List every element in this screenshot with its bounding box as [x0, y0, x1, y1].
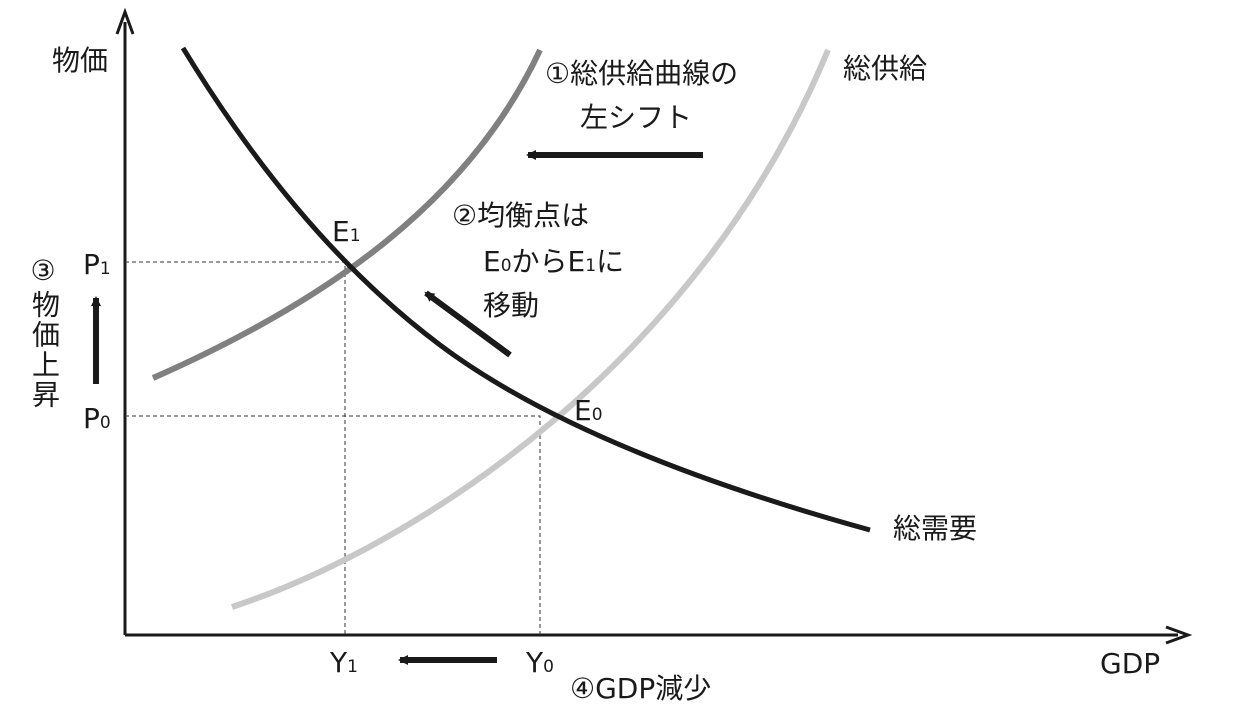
- note-text: から: [512, 245, 568, 278]
- note-number: ④: [570, 672, 595, 705]
- note-number: ②: [452, 199, 477, 232]
- note-number: ①: [545, 57, 570, 90]
- label-subscript: 1: [347, 657, 358, 677]
- label-subscript: 1: [100, 259, 111, 279]
- price-note-number: ③: [30, 254, 55, 287]
- equilibrium-note-line: 移動: [483, 289, 539, 322]
- label-letter: P: [83, 248, 100, 281]
- e1-label: E1: [332, 215, 361, 248]
- label-letter: E: [332, 215, 350, 248]
- note-text: に: [596, 245, 624, 278]
- p1-label: P1: [83, 248, 111, 281]
- p0-label: P0: [83, 402, 111, 435]
- label-letter: P: [83, 402, 100, 435]
- note-subscript: 0: [501, 256, 512, 276]
- note-text: E: [483, 245, 501, 278]
- guide-e0: [125, 415, 541, 635]
- note-text: 均衡点は: [477, 199, 589, 232]
- y-axis-head: [115, 7, 135, 35]
- e0-label: E0: [574, 394, 603, 427]
- note-text: GDP減少: [595, 672, 711, 705]
- shifted-supply-curve: [151, 48, 543, 381]
- shift-note-line: ①総供給曲線の: [545, 57, 738, 90]
- y0-label: Y0: [525, 646, 554, 679]
- demand-curve: [180, 46, 871, 533]
- note-text: 移動: [483, 289, 539, 322]
- price-note-text: 物価上昇: [28, 290, 61, 410]
- gdp-note: ④GDP減少: [570, 672, 711, 705]
- note-subscript: 1: [585, 256, 596, 276]
- move-arrow: [424, 290, 512, 358]
- supply-curve: [231, 48, 831, 610]
- shift-note-line: 左シフト: [580, 101, 692, 134]
- label-letter: E: [574, 394, 592, 427]
- equilibrium-note-line: E0からE1に: [483, 245, 624, 278]
- equilibrium-note-line: ②均衡点は: [452, 199, 589, 232]
- label-subscript: 1: [350, 226, 361, 246]
- note-text: E: [568, 245, 586, 278]
- guide-e1: [125, 261, 346, 635]
- label-subscript: 0: [100, 413, 111, 433]
- demand-label: 総需要: [893, 512, 977, 545]
- note-text: 総供給曲線の: [570, 57, 738, 90]
- y1-label: Y1: [329, 646, 358, 679]
- label-letter: Y: [329, 646, 348, 679]
- x-axis-head: [1165, 625, 1193, 645]
- label-letter: Y: [525, 646, 544, 679]
- y-axis-label: 物価: [52, 44, 108, 77]
- label-subscript: 0: [592, 405, 603, 425]
- x-axis-label: GDP: [1100, 647, 1160, 680]
- supply-label: 総供給: [843, 52, 927, 85]
- label-subscript: 0: [543, 657, 554, 677]
